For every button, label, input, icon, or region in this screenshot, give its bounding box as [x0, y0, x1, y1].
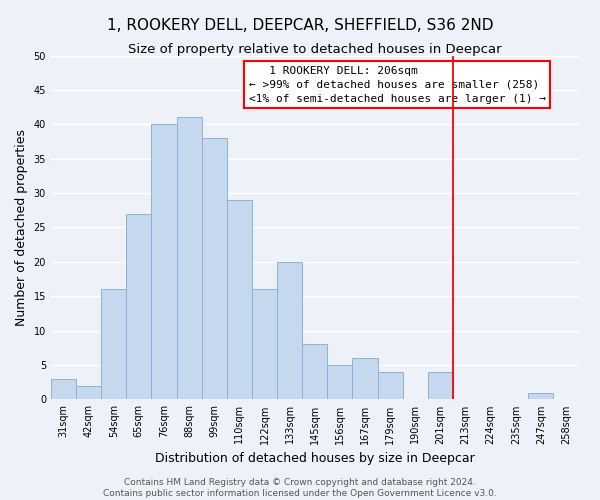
Bar: [277, 262, 302, 400]
Bar: [151, 124, 176, 400]
X-axis label: Distribution of detached houses by size in Deepcar: Distribution of detached houses by size …: [155, 452, 475, 465]
Bar: [328, 365, 352, 400]
Text: 1, ROOKERY DELL, DEEPCAR, SHEFFIELD, S36 2ND: 1, ROOKERY DELL, DEEPCAR, SHEFFIELD, S36…: [107, 18, 493, 32]
Bar: [101, 290, 127, 400]
Bar: [176, 118, 202, 400]
Title: Size of property relative to detached houses in Deepcar: Size of property relative to detached ho…: [128, 42, 502, 56]
Bar: [227, 200, 252, 400]
Bar: [529, 392, 553, 400]
Bar: [302, 344, 328, 400]
Y-axis label: Number of detached properties: Number of detached properties: [15, 129, 28, 326]
Bar: [428, 372, 453, 400]
Bar: [377, 372, 403, 400]
Bar: [202, 138, 227, 400]
Bar: [252, 290, 277, 400]
Text: Contains HM Land Registry data © Crown copyright and database right 2024.
Contai: Contains HM Land Registry data © Crown c…: [103, 478, 497, 498]
Bar: [352, 358, 377, 400]
Bar: [127, 214, 151, 400]
Bar: [76, 386, 101, 400]
Bar: [51, 379, 76, 400]
Text: 1 ROOKERY DELL: 206sqm
← >99% of detached houses are smaller (258)
<1% of semi-d: 1 ROOKERY DELL: 206sqm ← >99% of detache…: [249, 66, 546, 104]
